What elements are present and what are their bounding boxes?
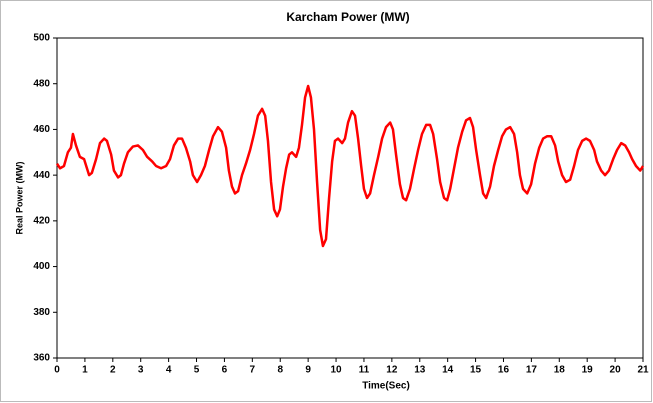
x-tick-label: 5 [194,365,200,376]
x-tick-label: 20 [610,365,622,376]
y-tick-label: 460 [33,124,50,135]
x-tick-label: 2 [110,365,116,376]
x-axis-label: Time(Sec) [362,381,410,392]
x-tick-label: 14 [442,365,454,376]
line-series [55,84,645,248]
x-tick-label: 11 [359,365,370,376]
plot-area [56,37,644,359]
x-tick-label: 13 [414,365,426,376]
y-axis-label: Real Power (MW) [14,161,24,234]
y-tick-label: 380 [33,307,50,318]
chart-title: Karcham Power (MW) [286,10,409,24]
x-tick-label: 10 [330,365,342,376]
x-tick-label: 6 [222,365,228,376]
y-tick-label: 480 [33,78,50,89]
y-tick-label: 440 [33,170,50,181]
x-tick-label: 1 [82,365,88,376]
x-tick-label: 17 [526,365,538,376]
x-tick-label: 18 [554,365,566,376]
x-tick-label: 15 [470,365,482,376]
x-tick-label: 9 [305,365,311,376]
x-tick-label: 3 [138,365,144,376]
y-tick-label: 360 [33,353,50,364]
x-tick-label: 0 [54,365,60,376]
x-tick-label: 8 [277,365,283,376]
y-tick-label: 420 [33,215,50,226]
y-tick-label: 400 [33,261,50,272]
x-tick-label: 7 [250,365,256,376]
x-tick-label: 4 [166,365,172,376]
x-tick-label: 16 [498,365,510,376]
x-tick-label: 21 [637,365,649,376]
y-tick-label: 500 [33,33,50,44]
x-tick-label: 12 [386,365,398,376]
x-tick-label: 19 [582,365,594,376]
